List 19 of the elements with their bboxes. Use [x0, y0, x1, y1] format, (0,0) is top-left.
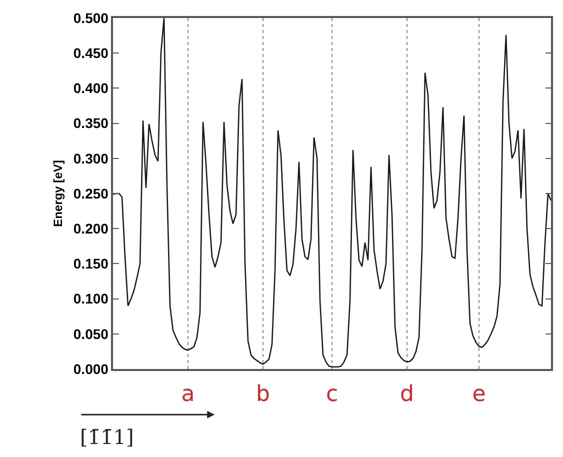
- x-tick-label: a: [181, 382, 195, 408]
- text: [1̄1̄1]: [80, 425, 134, 449]
- x-tick-label: e: [472, 382, 486, 408]
- y-tick-label: 0.200: [73, 220, 109, 236]
- y-tick-label: 0.000: [73, 360, 109, 377]
- y-tick-label: 0.100: [73, 290, 109, 307]
- y-tick-label: 0.250: [73, 185, 109, 202]
- y-tick-label: 0.500: [73, 10, 109, 26]
- y-tick-label: 0.050: [73, 326, 109, 342]
- y-tick-label: 0.400: [73, 80, 109, 96]
- y-tick-label: 0.300: [73, 150, 109, 166]
- y-tick-label: 0.450: [73, 45, 109, 61]
- x-tick-label: b: [256, 382, 270, 408]
- y-tick-label: 0.350: [73, 115, 109, 132]
- line-series: [113, 18, 551, 368]
- y-axis-title: Energy [eV]: [51, 160, 66, 227]
- x-tick-label: c: [326, 382, 338, 408]
- x-tick-label: d: [400, 382, 414, 408]
- y-tick-label: 0.150: [73, 256, 109, 272]
